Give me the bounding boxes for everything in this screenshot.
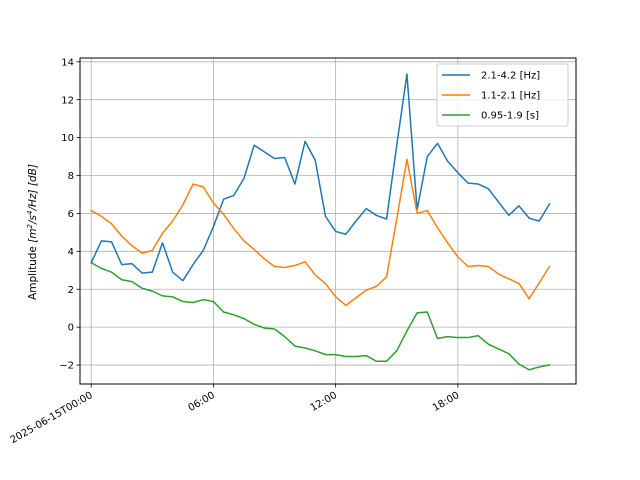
y-tick-label: −2: [59, 361, 74, 372]
grid: [80, 58, 576, 384]
x-axis-ticks: 2025-06-15T00:00 06:00 12:00 18:00: [9, 384, 461, 446]
series-lines: [90, 73, 551, 371]
y-tick-label: 2: [68, 285, 74, 296]
x-tick-label: 12:00: [309, 390, 339, 414]
legend-label-3: 0.95-1.9 [s]: [481, 111, 539, 122]
legend-label-2: 1.1-2.1 [Hz]: [481, 91, 540, 102]
x-tick-label: 2025-06-15T00:00: [9, 390, 95, 446]
legend-label-1: 2.1-4.2 [Hz]: [481, 71, 540, 82]
y-tick-label: 4: [68, 247, 74, 258]
plot-frame: [79, 57, 577, 385]
y-tick-label: 6: [68, 209, 74, 220]
y-axis-label: Amplitude [m2/s4/Hz] [dB]: [26, 164, 39, 300]
y-tick-label: 0: [68, 323, 74, 334]
y-tick-label: 12: [61, 95, 74, 106]
series-line-2: [90, 158, 551, 307]
x-tick-label: 06:00: [186, 390, 216, 414]
legend: 2.1-4.2 [Hz] 1.1-2.1 [Hz] 0.95-1.9 [s]: [436, 63, 569, 127]
y-tick-label: 8: [68, 171, 74, 182]
y-tick-label: 14: [61, 57, 74, 68]
x-tick-label: 18:00: [431, 390, 461, 414]
series-line-1: [90, 73, 551, 282]
series-line-3: [90, 261, 551, 371]
y-axis-ticks: −2 0 2 4 6 8 10 12 14: [59, 57, 80, 372]
y-tick-label: 10: [61, 133, 74, 144]
legend-frame: [436, 63, 569, 127]
